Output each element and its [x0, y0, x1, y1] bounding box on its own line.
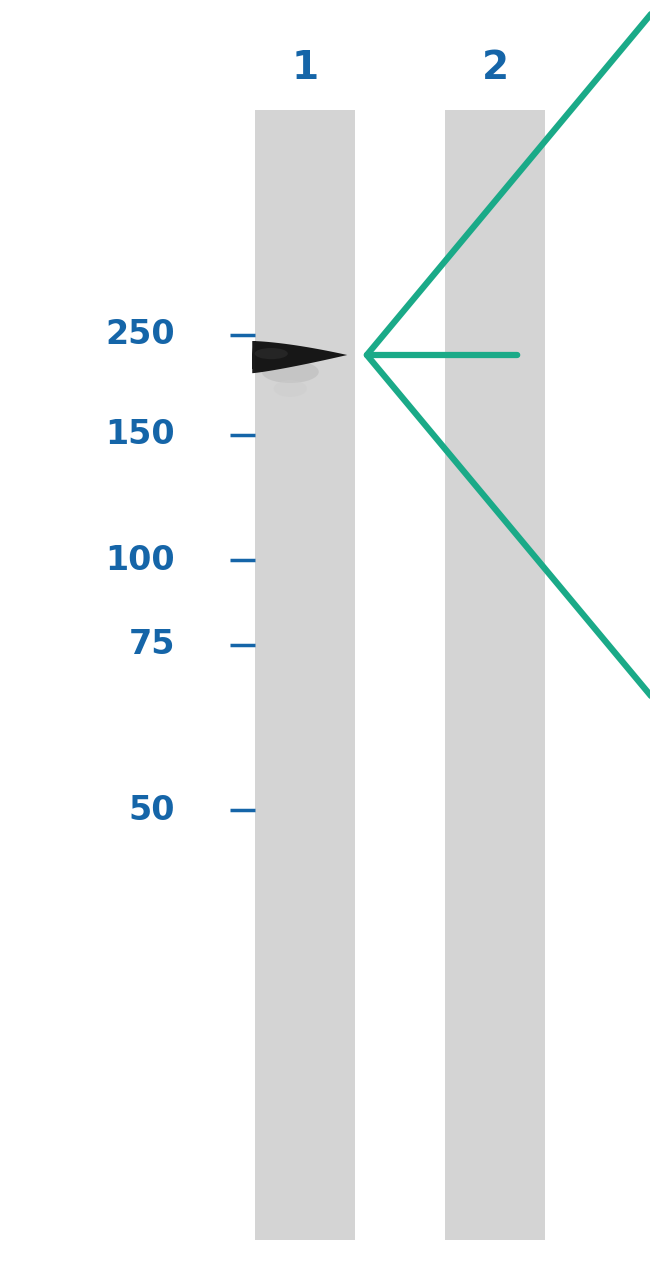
Bar	[255, 110, 355, 1240]
Ellipse shape	[274, 380, 307, 398]
Text: 1: 1	[291, 50, 318, 88]
Text: 100: 100	[105, 544, 175, 577]
Text: 150: 150	[105, 419, 175, 452]
Text: 250: 250	[105, 319, 175, 352]
Polygon shape	[252, 342, 347, 373]
Text: 75: 75	[129, 629, 175, 662]
Bar	[445, 110, 545, 1240]
Text: 50: 50	[129, 794, 175, 827]
Ellipse shape	[255, 348, 288, 359]
Text: 2: 2	[482, 50, 508, 88]
Ellipse shape	[262, 361, 318, 384]
